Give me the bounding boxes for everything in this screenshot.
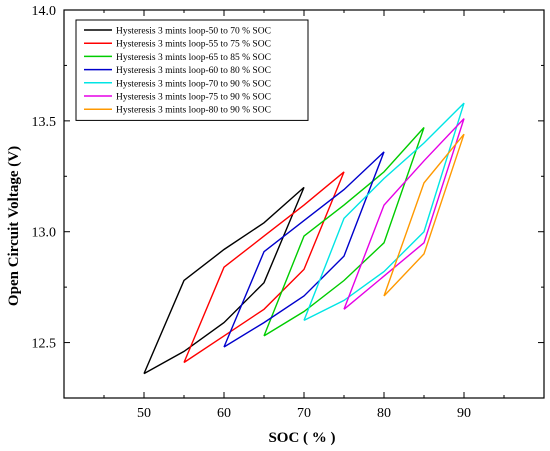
legend-label: Hysteresis 3 mints loop-70 to 90 % SOC <box>116 79 271 89</box>
legend-label: Hysteresis 3 mints loop-75 to 90 % SOC <box>116 93 271 103</box>
legend-label: Hysteresis 3 mints loop-50 to 70 % SOC <box>116 27 271 37</box>
series-line-1 <box>143 186 305 375</box>
x-tick-label: 50 <box>137 406 151 421</box>
series-line-2 <box>183 171 345 364</box>
legend-label: Hysteresis 3 mints loop-65 to 85 % SOC <box>116 53 271 63</box>
y-tick-label: 13.5 <box>32 115 57 130</box>
legend-label: Hysteresis 3 mints loop-55 to 75 % SOC <box>116 40 271 50</box>
series-line-7 <box>383 133 465 297</box>
x-axis-title: SOC ( % ) <box>268 430 335 446</box>
legend-label: Hysteresis 3 mints loop-60 to 80 % SOC <box>116 66 271 76</box>
y-axis-title: Open Circuit Voltage (V) <box>6 146 22 306</box>
series-line-6 <box>343 118 465 310</box>
legend-box <box>75 19 309 121</box>
y-tick-label: 12.5 <box>32 337 57 352</box>
legend-label: Hysteresis 3 mints loop-80 to 90 % SOC <box>116 106 271 116</box>
y-tick-label: 13.0 <box>32 226 57 241</box>
series-line-5 <box>303 102 465 322</box>
x-tick-label: 90 <box>457 406 471 421</box>
series-line-4 <box>223 151 385 348</box>
x-tick-label: 60 <box>217 406 231 421</box>
series-line-3 <box>263 127 425 337</box>
x-tick-label: 80 <box>377 406 391 421</box>
x-tick-label: 70 <box>297 406 311 421</box>
y-tick-label: 14.0 <box>32 4 57 19</box>
